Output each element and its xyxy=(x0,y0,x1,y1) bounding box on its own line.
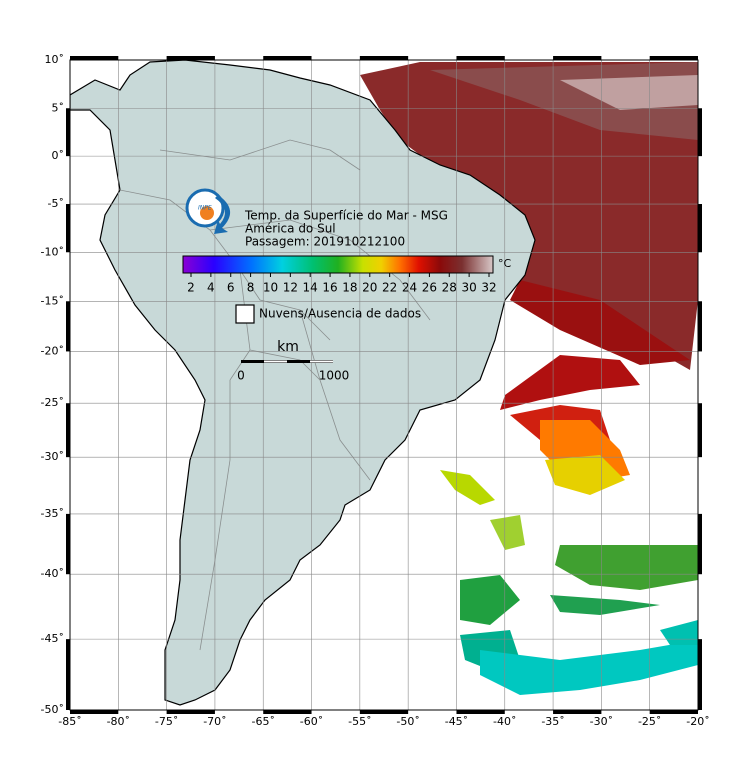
colorbar-tick-label: 18 xyxy=(342,281,357,295)
lon-tick-label: -85˚ xyxy=(58,715,81,728)
frame-segment xyxy=(66,108,70,157)
sst-red xyxy=(500,355,640,410)
colorbar-tick-label: 30 xyxy=(461,281,476,295)
frame-segment xyxy=(553,710,602,714)
scale-label: 1000 xyxy=(319,369,350,383)
frame-segment xyxy=(70,56,119,60)
scale-bar: km 0 1000 xyxy=(237,339,349,383)
colorbar-tick-label: 20 xyxy=(362,281,377,295)
title-line: Passagem: 201910212100 xyxy=(245,235,405,249)
lat-tick-label: -30˚ xyxy=(41,450,64,463)
lon-tick-label: -35˚ xyxy=(541,715,564,728)
colorbar-tick-label: 8 xyxy=(247,281,255,295)
logo-text: INPE xyxy=(198,205,212,212)
title-line: Temp. da Superfície do Mar - MSG xyxy=(244,209,448,223)
lon-tick-label: -45˚ xyxy=(445,715,468,728)
colorbar-tick-label: 26 xyxy=(422,281,437,295)
south-america xyxy=(70,60,536,706)
frame-segment xyxy=(70,710,119,714)
lat-tick-label: -20˚ xyxy=(41,344,64,357)
sst-yellow xyxy=(440,470,495,505)
colorbar-tick-label: 16 xyxy=(322,281,337,295)
frame-segment xyxy=(359,710,409,714)
sst-green xyxy=(555,545,698,590)
sst-yellow xyxy=(545,455,625,495)
sst-warm xyxy=(560,75,698,110)
lat-tick-label: 0˚ xyxy=(52,149,65,162)
lon-tick-label: -80˚ xyxy=(107,715,130,728)
colorbar-tick-label: 32 xyxy=(481,281,496,295)
frame-segment xyxy=(698,108,702,157)
frame-segment xyxy=(698,639,702,710)
frame-segment xyxy=(263,56,312,60)
frame-segment xyxy=(553,56,602,60)
frame-segment xyxy=(66,301,70,352)
frame-segment xyxy=(456,56,505,60)
lon-tick-label: -60˚ xyxy=(300,715,323,728)
lat-tick-label: -15˚ xyxy=(41,294,64,307)
frame-segment xyxy=(359,56,409,60)
scale-label: 0 xyxy=(237,369,245,383)
lon-tick-label: -75˚ xyxy=(155,715,178,728)
lat-tick-label: -35˚ xyxy=(41,507,64,520)
sst-warm xyxy=(360,62,698,370)
colorbar-tick-label: 12 xyxy=(283,281,298,295)
frame-segment xyxy=(456,710,505,714)
colorbar-tick-label: 24 xyxy=(402,281,417,295)
lon-tick-label: -65˚ xyxy=(251,715,274,728)
frame-segment xyxy=(66,639,70,710)
frame-ticks xyxy=(66,56,702,714)
lat-tick-label: 5˚ xyxy=(52,101,65,114)
legend-label: Nuvens/Ausencia de dados xyxy=(259,307,421,321)
lat-tick-label: -40˚ xyxy=(41,567,64,580)
colorbar-tick-label: 2 xyxy=(187,281,195,295)
colorbar-tick-label: 10 xyxy=(263,281,278,295)
colorbar-unit: °C xyxy=(498,257,512,270)
lat-tick-label: 10˚ xyxy=(45,53,65,66)
colorbar xyxy=(182,255,494,274)
lon-tick-label: -40˚ xyxy=(493,715,516,728)
lat-tick-label: -45˚ xyxy=(41,632,64,645)
colorbar-tick-label: 14 xyxy=(303,281,318,295)
map-area xyxy=(70,60,698,710)
logo: INPE xyxy=(185,188,231,234)
lat-tick-label: -25˚ xyxy=(41,396,64,409)
lon-tick-label: -25˚ xyxy=(638,715,661,728)
lat-tick-label: -10˚ xyxy=(41,245,64,258)
lat-tick-label: -50˚ xyxy=(41,703,64,716)
title-line: América do Sul xyxy=(245,222,336,236)
colorbar-tick-label: 22 xyxy=(382,281,397,295)
colorbar-ticks: 2 4 6 8 10 12 14 16 18 20 22 24 26 28 30 32 xyxy=(187,273,497,295)
frame-segment xyxy=(166,710,215,714)
frame-segment xyxy=(698,403,702,458)
lon-tick-label: -20˚ xyxy=(686,715,709,728)
frame-segment xyxy=(649,710,698,714)
frame-segment xyxy=(698,513,702,575)
frame-segment xyxy=(66,513,70,575)
frame-segment xyxy=(263,710,312,714)
frame-segment xyxy=(649,56,698,60)
colorbar-tick-label: 28 xyxy=(442,281,457,295)
frame-segment xyxy=(698,301,702,352)
frame-segment xyxy=(66,204,70,253)
scale-unit: km xyxy=(277,339,299,355)
lon-tick-label: -30˚ xyxy=(590,715,613,728)
sst-green xyxy=(490,515,525,550)
sst-cyan xyxy=(660,620,698,645)
sst-cyan xyxy=(480,640,698,695)
frame-segment xyxy=(66,403,70,458)
axis-labels: -85˚ -80˚ -75˚ -70˚ -65˚ -60˚ -55˚ -50˚ -45˚ -40˚… xyxy=(41,53,710,728)
sst-green xyxy=(550,595,660,615)
frame-segment xyxy=(166,56,215,60)
lat-tick-label: -5˚ xyxy=(48,197,64,210)
colorbar-tick-label: 6 xyxy=(227,281,235,295)
legend-swatch xyxy=(235,304,255,324)
frame-segment xyxy=(698,204,702,253)
colorbar-tick-label: 4 xyxy=(207,281,215,295)
lon-tick-label: -70˚ xyxy=(203,715,226,728)
lon-tick-label: -50˚ xyxy=(396,715,419,728)
lon-tick-label: -55˚ xyxy=(348,715,371,728)
